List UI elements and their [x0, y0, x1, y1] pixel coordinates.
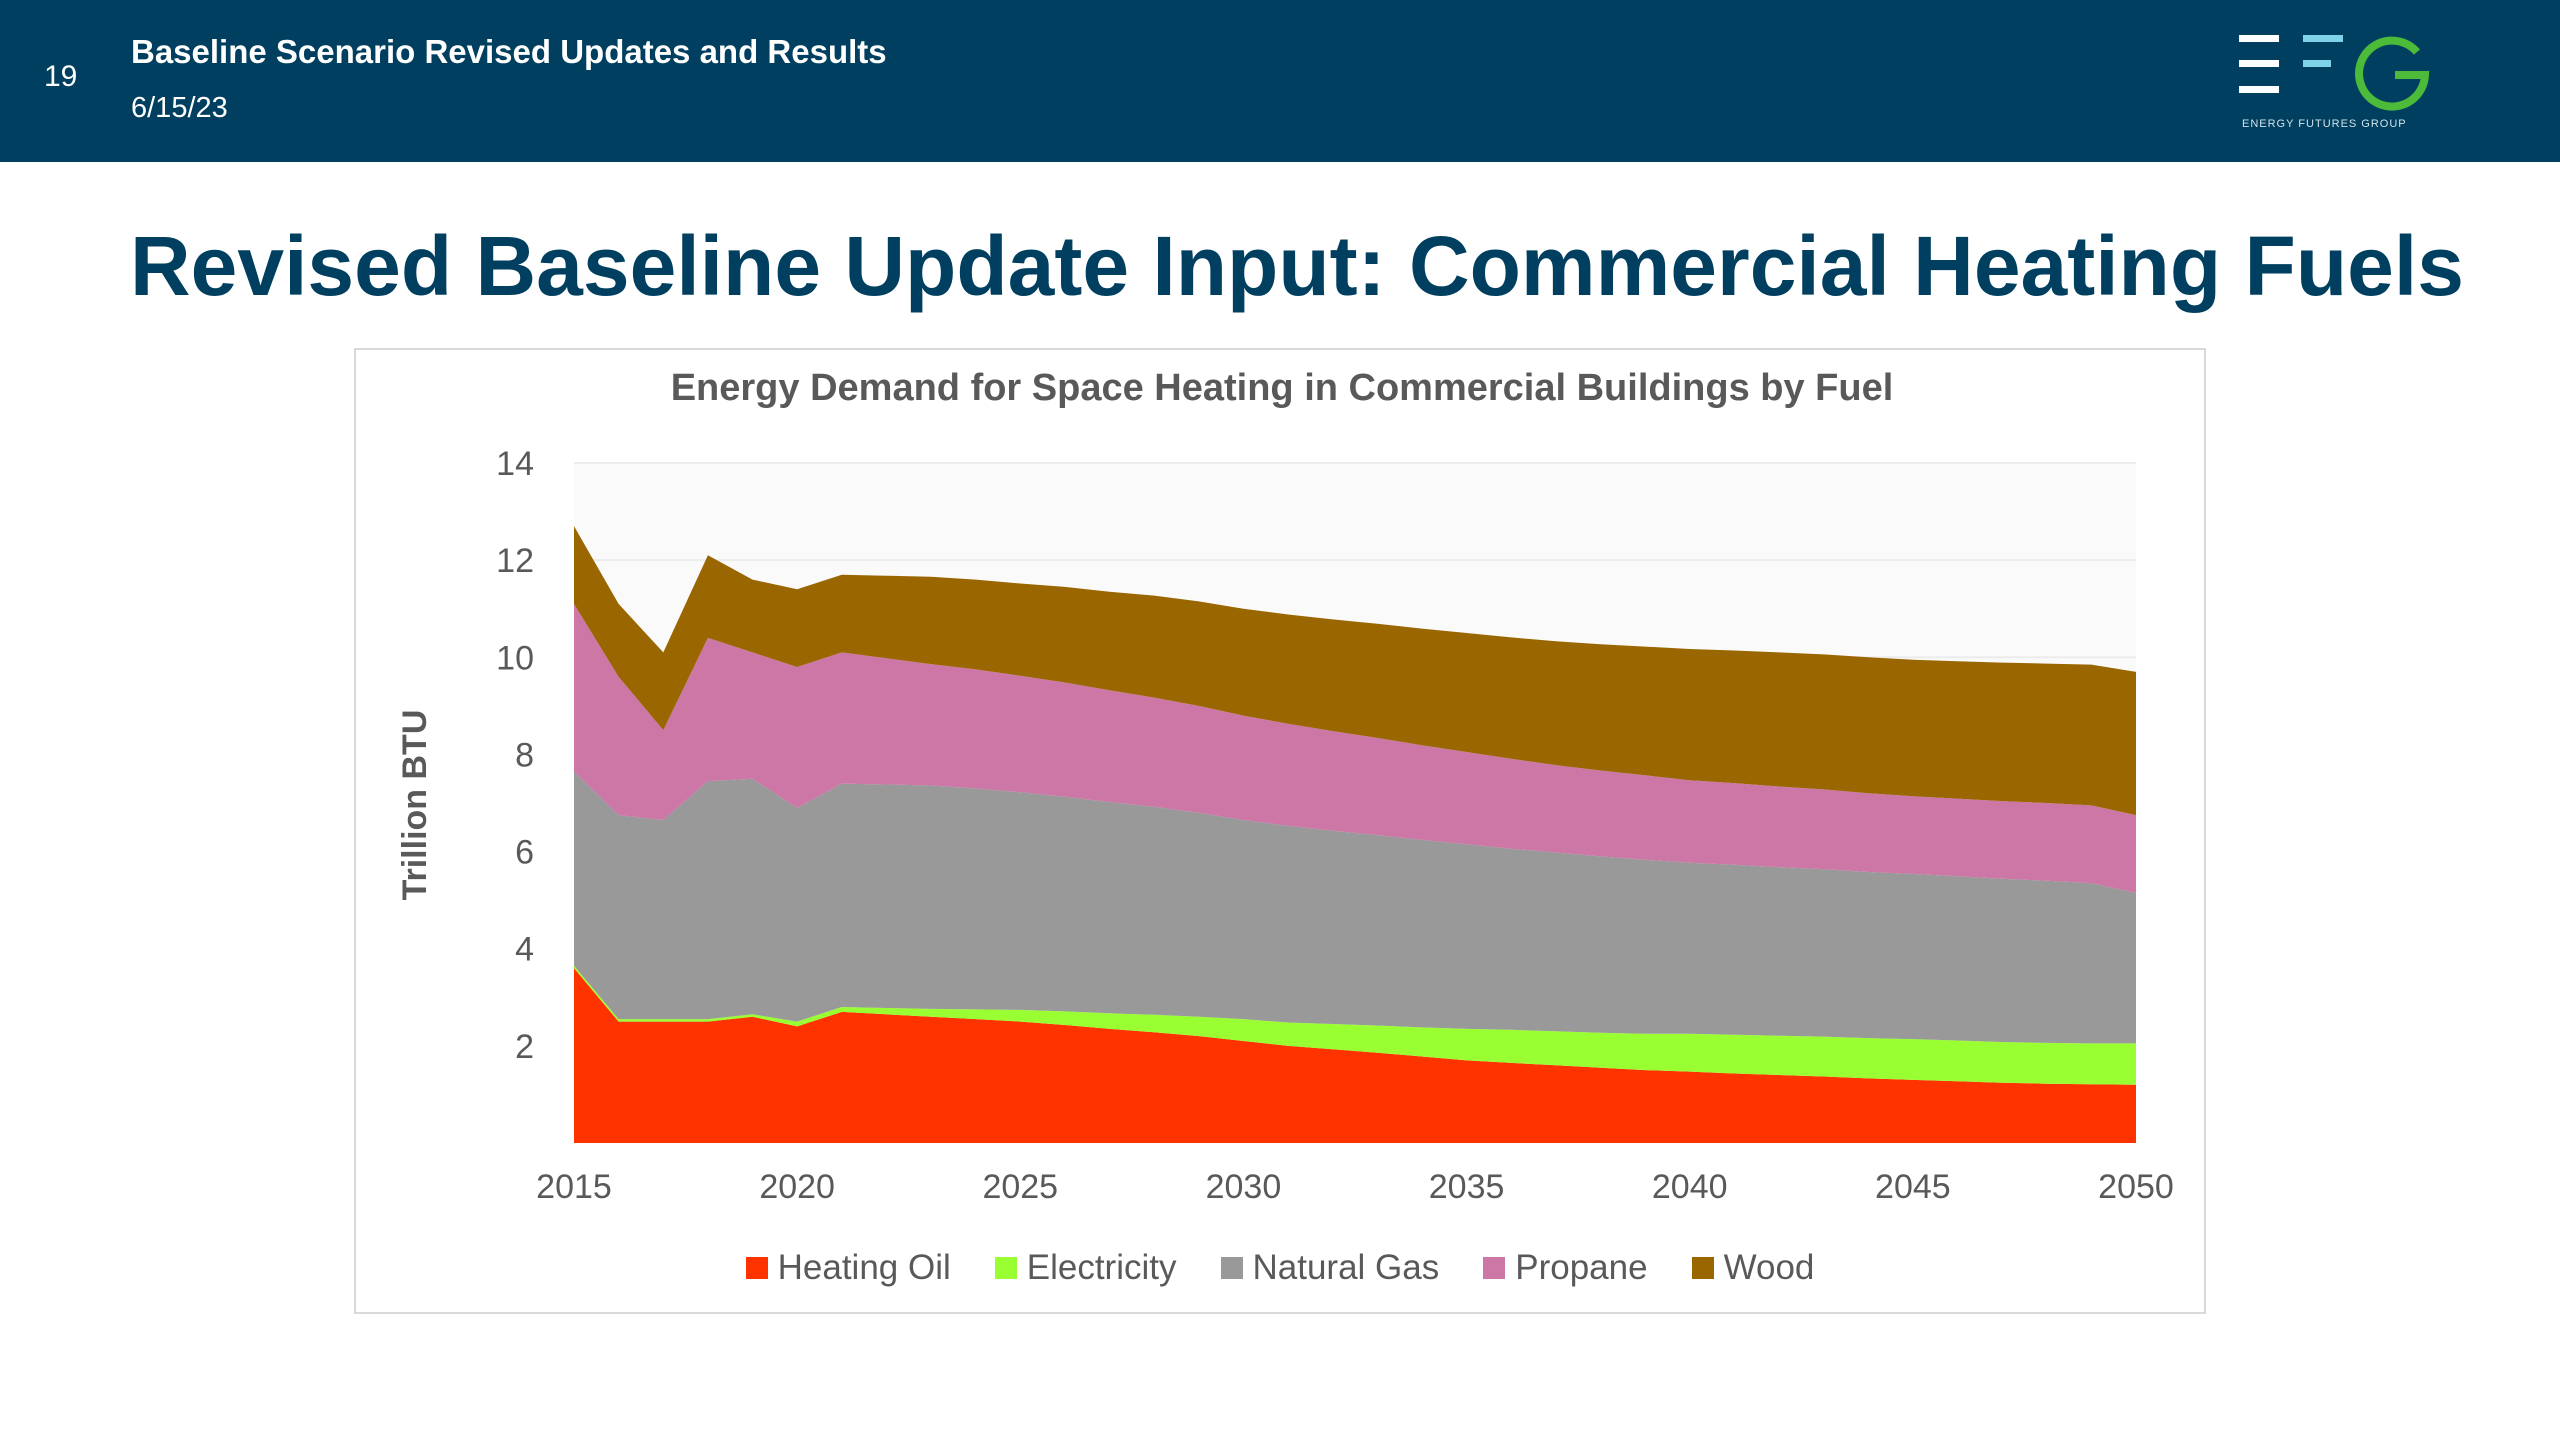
y-tick-label: 10 [496, 639, 534, 677]
chart-container: Energy Demand for Space Heating in Comme… [354, 348, 2206, 1314]
efg-logo [2239, 35, 2430, 111]
legend-item: Wood [1691, 1248, 1815, 1288]
logo-caption: ENERGY FUTURES GROUP [2242, 118, 2407, 130]
deck-title: Baseline Scenario Revised Updates and Re… [131, 33, 887, 70]
legend-item: Propane [1483, 1248, 1648, 1288]
legend-item: Natural Gas [1220, 1248, 1440, 1288]
legend-label: Natural Gas [1252, 1248, 1440, 1287]
slide-title: Revised Baseline Update Input: Commercia… [130, 219, 2464, 313]
header-bar: 19 Baseline Scenario Revised Updates and… [0, 0, 2560, 162]
y-tick-label: 12 [496, 542, 534, 580]
area-series-electricity [574, 965, 2136, 1085]
area-series-natural-gas [574, 771, 2136, 1044]
y-tick-label: 14 [496, 445, 534, 483]
x-tick-label: 2040 [1652, 1168, 1728, 1206]
area-series-heating-oil [574, 968, 2136, 1143]
x-tick-label: 2020 [759, 1168, 835, 1206]
x-tick-label: 2050 [2098, 1168, 2174, 1206]
legend-label: Electricity [1026, 1248, 1177, 1287]
legend-swatch [994, 1257, 1017, 1279]
x-tick-label: 2015 [536, 1168, 612, 1206]
y-tick-label: 2 [515, 1028, 534, 1066]
area-chart: Energy Demand for Space Heating in Comme… [396, 367, 2174, 1206]
area-series-wood [574, 526, 2136, 816]
legend-swatch [1220, 1257, 1243, 1279]
chart-title: Energy Demand for Space Heating in Comme… [671, 367, 1894, 409]
y-tick-label: 8 [515, 736, 534, 774]
x-tick-label: 2035 [1429, 1168, 1505, 1206]
legend-item: Heating Oil [745, 1248, 951, 1288]
legend-label: Heating Oil [777, 1248, 951, 1287]
y-axis-label: Trillion BTU [396, 710, 434, 901]
deck-date: 6/15/23 [131, 92, 228, 124]
area-series-propane [574, 603, 2136, 893]
legend-label: Propane [1515, 1248, 1648, 1287]
x-tick-label: 2045 [1875, 1168, 1951, 1206]
legend-label: Wood [1723, 1248, 1815, 1287]
x-tick-label: 2030 [1206, 1168, 1282, 1206]
y-tick-label: 6 [515, 834, 534, 872]
slide-number: 19 [44, 60, 78, 93]
chart-legend: Heating Oil Electricity Natural Gas Propane… [356, 1248, 2204, 1288]
legend-swatch [745, 1257, 768, 1279]
legend-item: Electricity [994, 1248, 1177, 1288]
y-tick-label: 4 [515, 931, 534, 969]
x-tick-label: 2025 [982, 1168, 1058, 1206]
legend-swatch [1483, 1257, 1506, 1279]
legend-swatch [1691, 1257, 1714, 1279]
